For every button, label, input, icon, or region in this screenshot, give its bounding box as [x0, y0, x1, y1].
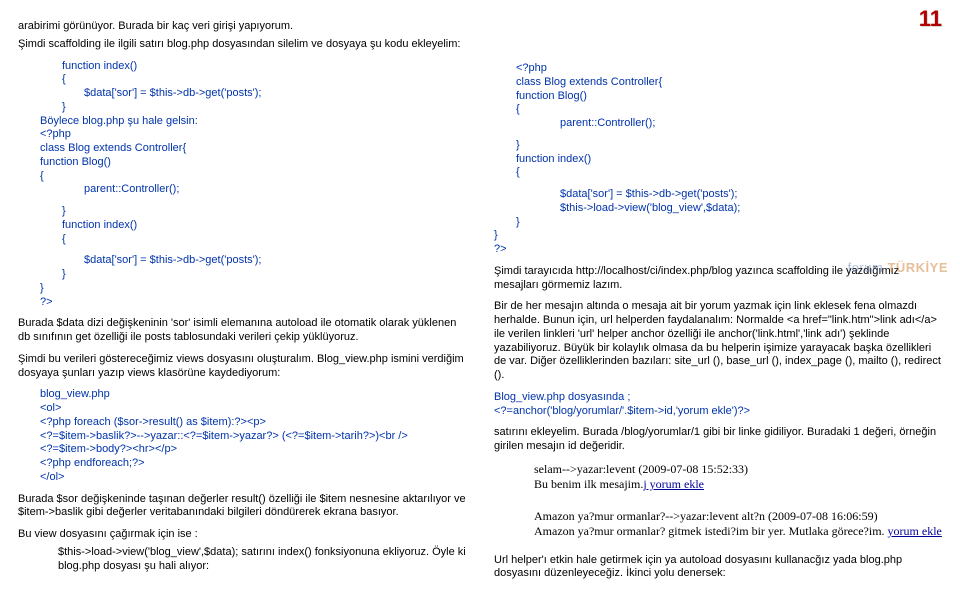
content-columns: arabirimi görünüyor. Burada bir kaç veri… — [0, 0, 960, 607]
body-text: Burada $sor değişkeninde taşınan değerle… — [18, 493, 466, 521]
code-line: class Blog extends Controller{ — [40, 142, 466, 156]
body-text: Şimdi bu verileri göstereceğimiz views d… — [18, 353, 466, 381]
code-line: } — [62, 101, 466, 115]
sample-line: Amazon ya?mur ormanlar?-->yazar:levent a… — [534, 509, 942, 525]
code-line: { — [516, 103, 942, 117]
code-line: { — [40, 170, 466, 184]
code-line: Böylece blog.php şu hale gelsin: — [40, 115, 466, 129]
watermark: forum TÜRKİYE — [848, 260, 948, 275]
code-line: function index() — [62, 60, 466, 74]
code-line: parent::Controller(); — [84, 183, 466, 197]
code-line: <?php — [40, 128, 466, 142]
code-line: } — [516, 216, 942, 230]
code-line: <?=$item->baslik?>-->yazar::<?=$item->ya… — [40, 430, 466, 444]
code-line: <?=anchor('blog/yorumlar/'.$item->id,'yo… — [494, 405, 942, 419]
code-line: parent::Controller(); — [560, 117, 942, 131]
code-line: <?=$item->body?><hr></p> — [40, 443, 466, 457]
sample-line: Amazon ya?mur ormanlar? gitmek istedi?im… — [534, 524, 942, 540]
code-line: function Blog() — [40, 156, 466, 170]
code-line: } — [40, 282, 466, 296]
code-line: $data['sor'] = $this->db->get('posts'); — [84, 87, 466, 101]
code-line: { — [62, 73, 466, 87]
code-line: blog_view.php — [40, 388, 466, 402]
body-text: Burada $data dizi değişkeninin 'sor' isi… — [18, 317, 466, 345]
code-line: function index() — [62, 219, 466, 233]
sample-output: selam-->yazar:levent (2009-07-08 15:52:3… — [534, 462, 942, 540]
code-line: <?php — [516, 62, 942, 76]
body-text: Bir de her mesajın altında o mesaja ait … — [494, 300, 942, 383]
code-line: } — [62, 205, 466, 219]
code-line: class Blog extends Controller{ — [516, 76, 942, 90]
right-column: forum TÜRKİYE <?php class Blog extends C… — [480, 0, 960, 607]
code-line: function Blog() — [516, 90, 942, 104]
code-line: <?php endforeach;?> — [40, 457, 466, 471]
code-line: </ol> — [40, 471, 466, 485]
code-line: { — [62, 233, 466, 247]
body-text: Bu view dosyasını çağırmak için ise : — [18, 528, 466, 542]
code-line: ?> — [494, 243, 942, 257]
code-line: } — [516, 139, 942, 153]
code-line: { — [516, 166, 942, 180]
left-column: arabirimi görünüyor. Burada bir kaç veri… — [0, 0, 480, 607]
code-line: $this->load->view('blog_view',$data); — [560, 202, 942, 216]
sample-line: Bu benim ilk mesajim.j yorum ekle — [534, 477, 942, 493]
code-line: <?php foreach ($sor->result() as $item):… — [40, 416, 466, 430]
body-text: Url helper'ı etkin hale getirmek için ya… — [494, 554, 942, 582]
code-line: Blog_view.php dosyasında ; — [494, 391, 942, 405]
code-line: $data['sor'] = $this->db->get('posts'); — [560, 188, 942, 202]
code-line: ?> — [40, 296, 466, 310]
sample-link: yorum ekle — [888, 524, 942, 538]
sample-link: j yorum ekle — [643, 477, 704, 491]
body-text: Şimdi scaffolding ile ilgili satırı blog… — [18, 38, 466, 52]
body-text: satırını ekleyelim. Burada /blog/yorumla… — [494, 426, 942, 454]
code-line: } — [494, 229, 942, 243]
sample-line: selam-->yazar:levent (2009-07-08 15:52:3… — [534, 462, 942, 478]
body-text: arabirimi görünüyor. Burada bir kaç veri… — [18, 20, 466, 34]
code-line: $data['sor'] = $this->db->get('posts'); — [84, 254, 466, 268]
code-line: function index() — [516, 153, 942, 167]
code-line: <ol> — [40, 402, 466, 416]
code-line: } — [62, 268, 466, 282]
body-text: $this->load->view('blog_view',$data); sa… — [58, 546, 466, 574]
